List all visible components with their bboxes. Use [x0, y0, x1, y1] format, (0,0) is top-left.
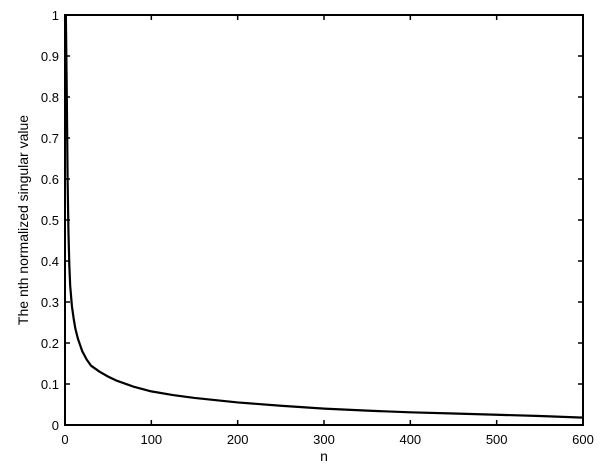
- y-tick-label: 0.4: [41, 254, 59, 269]
- y-tick-label: 0.6: [41, 172, 59, 187]
- x-tick-label: 600: [572, 432, 594, 447]
- x-tick-label: 400: [399, 432, 421, 447]
- axis-tick-labels: 0 100 200 300 400 500 600 0 0.1 0.2 0.3 0.4 0.5 0.6 0.…: [41, 8, 594, 447]
- x-tick-label: 100: [140, 432, 162, 447]
- x-tick-label: 0: [61, 432, 68, 447]
- y-tick-label: 0.8: [41, 90, 59, 105]
- x-axis-title: n: [320, 448, 328, 464]
- series-line-0: [64, 14, 584, 419]
- x-tick-label: 500: [486, 432, 508, 447]
- y-tick-label: 0.9: [41, 49, 59, 64]
- x-tick-label: 300: [313, 432, 335, 447]
- plot-frame: [64, 14, 584, 426]
- y-tick-label: 0.3: [41, 295, 59, 310]
- x-tick-label: 200: [227, 432, 249, 447]
- y-axis-title: The nth normalized singular value: [15, 115, 31, 325]
- y-tick-label: 0.7: [41, 131, 59, 146]
- y-tick-label: 0: [52, 418, 59, 433]
- y-tick-label: 0.2: [41, 336, 59, 351]
- y-tick-label: 0.5: [41, 213, 59, 228]
- plot-area: [64, 14, 584, 426]
- y-tick-label: 0.1: [41, 377, 59, 392]
- y-tick-label: 1: [52, 8, 59, 23]
- series-layer: [64, 14, 584, 419]
